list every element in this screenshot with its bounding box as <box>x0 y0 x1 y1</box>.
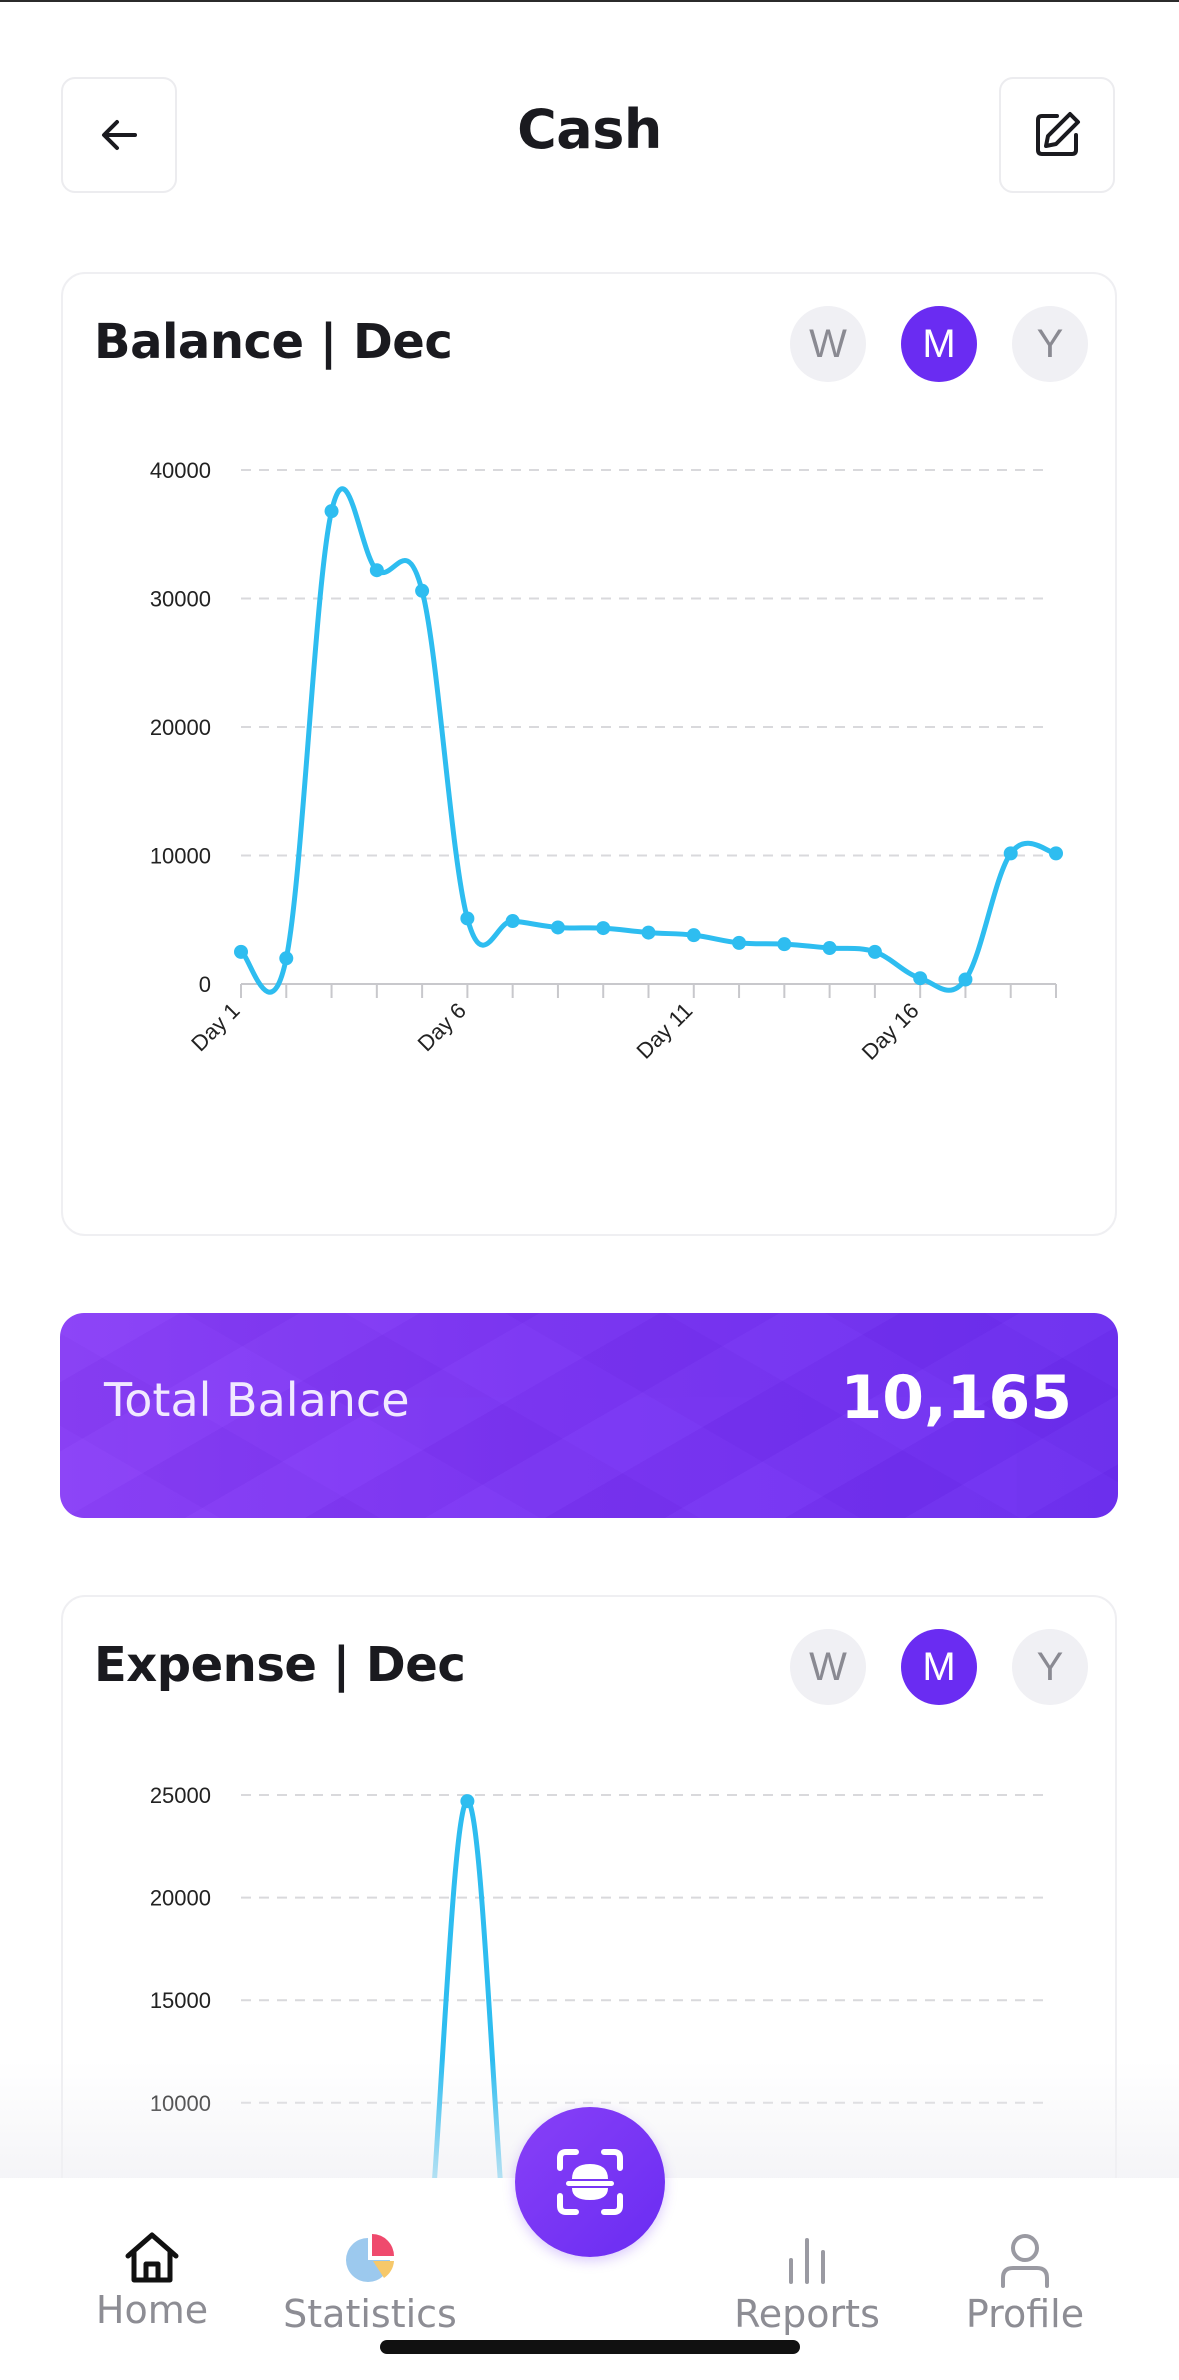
nav-profile-label: Profile <box>965 2292 1085 2336</box>
data-point <box>686 928 701 943</box>
balance-chart-card: Balance | Dec W M Y 0 10000 20000 30000 4000… <box>61 272 1117 1236</box>
total-balance-label: Total Balance <box>104 1373 410 1427</box>
data-point <box>1003 846 1018 861</box>
data-point <box>369 563 384 578</box>
data-point <box>1049 846 1063 861</box>
scan-icon <box>557 2149 623 2215</box>
nav-statistics-label: Statistics <box>283 2292 457 2336</box>
balance-period-year[interactable]: Y <box>1012 306 1088 382</box>
expense-period-month[interactable]: M <box>901 1629 977 1705</box>
total-balance-value: 10,165 <box>840 1363 1072 1433</box>
data-point <box>777 937 792 952</box>
x-tick-label: Day 6 <box>413 998 471 1056</box>
status-divider <box>0 0 1179 2</box>
y-tick-label: 40000 <box>150 458 211 483</box>
edit-button[interactable] <box>999 77 1115 193</box>
nav-profile[interactable]: Profile <box>915 2178 1135 2336</box>
x-tick-label: Day 16 <box>857 998 924 1065</box>
data-point <box>596 921 611 936</box>
data-point <box>460 1794 475 1809</box>
nav-reports-label: Reports <box>734 2292 880 2336</box>
balance-period-month[interactable]: M <box>901 306 977 382</box>
y-tick-label: 25000 <box>150 1783 211 1808</box>
data-point <box>732 935 747 950</box>
data-point <box>550 920 565 935</box>
y-tick-label: 30000 <box>150 587 211 612</box>
data-point <box>958 972 973 987</box>
data-point <box>822 941 837 956</box>
y-tick-label: 10000 <box>150 844 211 869</box>
bar-chart-icon <box>777 2230 837 2290</box>
y-tick-label: 15000 <box>150 1988 211 2013</box>
expense-period-week[interactable]: W <box>790 1629 866 1705</box>
nav-reports[interactable]: Reports <box>697 2178 917 2336</box>
y-tick-label: 20000 <box>150 715 211 740</box>
data-point <box>505 914 520 929</box>
user-icon <box>995 2230 1055 2290</box>
y-tick-label: 0 <box>199 972 211 997</box>
data-point <box>279 951 294 966</box>
page-title: Cash <box>517 98 662 161</box>
home-indicator <box>380 2340 800 2354</box>
data-point <box>641 925 656 940</box>
y-tick-label: 20000 <box>150 1886 211 1911</box>
expense-card-title: Expense | Dec <box>94 1637 466 1693</box>
pie-chart-icon <box>340 2230 400 2290</box>
data-point <box>867 944 882 959</box>
balance-line-chart: 0 10000 20000 30000 40000 Day 1 Day 6 Day 11 Day… <box>150 458 1063 1065</box>
series-line <box>238 486 1059 995</box>
banner-pattern <box>60 1313 1118 1518</box>
expense-period-year[interactable]: Y <box>1012 1629 1088 1705</box>
scan-receipt-button[interactable] <box>515 2107 665 2257</box>
x-tick-label: Day 1 <box>186 998 244 1056</box>
data-point <box>415 583 430 598</box>
data-point <box>234 944 248 959</box>
arrow-left-icon <box>102 120 137 150</box>
balance-card-title: Balance | Dec <box>94 314 453 370</box>
nav-home[interactable]: Home <box>42 2178 262 2332</box>
nav-statistics[interactable]: Statistics <box>260 2178 480 2336</box>
back-button[interactable] <box>61 77 177 193</box>
nav-home-label: Home <box>95 2288 209 2332</box>
home-icon <box>122 2230 182 2286</box>
data-point <box>460 911 475 926</box>
x-tick-label: Day 11 <box>631 998 697 1064</box>
data-point <box>913 971 928 986</box>
data-point <box>324 504 339 519</box>
balance-period-week[interactable]: W <box>790 306 866 382</box>
total-balance-banner: Total Balance 10,165 <box>60 1313 1118 1518</box>
edit-square-icon <box>1036 112 1080 156</box>
